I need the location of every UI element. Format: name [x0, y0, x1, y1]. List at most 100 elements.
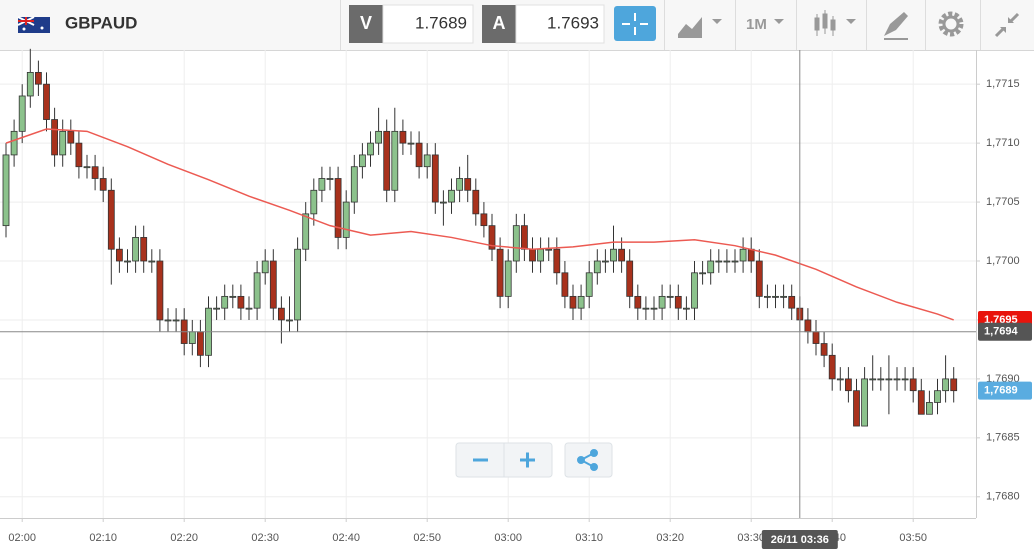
- candle-body: [399, 130, 407, 144]
- candle-body: [529, 248, 536, 262]
- timeframe[interactable]: 1M: [746, 16, 767, 33]
- candle-body: [261, 260, 269, 274]
- ask-badge[interactable]: [482, 5, 516, 43]
- chart-type-button[interactable]: [678, 17, 722, 38]
- ask-box[interactable]: [515, 4, 605, 44]
- candle-body: [569, 295, 577, 309]
- collapse-button[interactable]: [994, 12, 1020, 38]
- candle-body: [196, 331, 204, 356]
- x-tick-label: 03:20: [656, 532, 684, 544]
- candle-body: [383, 130, 391, 191]
- candle-body: [358, 154, 366, 168]
- candle-body: [26, 71, 34, 97]
- candle-body: [59, 130, 67, 156]
- y-tick-label: 1,7710: [986, 137, 1020, 149]
- candle-body: [83, 166, 91, 169]
- candle-body: [828, 354, 836, 380]
- candle-body: [845, 378, 852, 392]
- x-tick-label: 03:00: [494, 532, 522, 544]
- candle-body: [772, 295, 779, 298]
- candle-body: [448, 189, 455, 203]
- candle-body: [18, 95, 26, 132]
- candle-body: [43, 83, 50, 120]
- candle-body: [780, 295, 787, 298]
- plot-area: [0, 48, 976, 518]
- crosshair-button[interactable]: [614, 6, 656, 41]
- candle-body: [618, 248, 625, 262]
- candle-body: [812, 331, 820, 344]
- candle-body: [164, 319, 172, 322]
- candle-body: [35, 71, 42, 85]
- candle-body: [213, 307, 221, 310]
- candle-body: [172, 319, 180, 322]
- candle-body: [456, 178, 464, 191]
- x-tick-label: 03:30: [737, 532, 765, 544]
- candle-body: [691, 272, 698, 309]
- x-tick-label: 02:50: [413, 532, 441, 544]
- candle-body: [699, 272, 706, 275]
- candle-body: [310, 189, 318, 215]
- candle-body: [294, 248, 302, 321]
- candle-body: [245, 307, 253, 310]
- ask-price: 1.7693: [547, 13, 599, 32]
- candle-body: [820, 343, 828, 356]
- x-tick-label: 02:30: [251, 532, 279, 544]
- zoom-in[interactable]: [520, 452, 535, 468]
- price-label: 1,7689: [984, 385, 1018, 397]
- candle-body: [67, 130, 75, 144]
- candle-body: [950, 378, 958, 392]
- candle-body: [577, 295, 585, 309]
- candle-body: [286, 319, 293, 322]
- candle-body: [683, 307, 690, 310]
- candle-body: [723, 260, 731, 263]
- candle-body: [334, 178, 342, 238]
- candle-body: [407, 142, 415, 145]
- candle-body: [237, 295, 245, 309]
- candle-body: [731, 260, 739, 263]
- x-tick-label: 02:00: [8, 532, 36, 544]
- candle-body: [423, 154, 431, 168]
- candle-body: [140, 237, 148, 262]
- candle-body: [788, 295, 796, 309]
- crosshair-price: 1,7694: [984, 326, 1019, 338]
- candle-body: [277, 307, 285, 321]
- candle-body: [375, 130, 383, 144]
- share-button[interactable]: [564, 442, 613, 478]
- candle-body: [634, 295, 642, 309]
- bid-badge[interactable]: [349, 5, 383, 43]
- x-tick-label: 03:50: [899, 532, 927, 544]
- candle-body: [488, 225, 496, 250]
- y-tick-label: 1,7700: [986, 255, 1020, 267]
- candle-body: [107, 189, 115, 250]
- candle-body: [626, 260, 634, 297]
- settings-button[interactable]: [938, 11, 964, 37]
- candle-body: [75, 142, 83, 168]
- bid-price: 1.7689: [415, 13, 467, 32]
- crosshair-time: 26/11 03:36: [771, 534, 829, 546]
- draw-button[interactable]: [884, 12, 908, 40]
- candle-body: [901, 378, 909, 381]
- price-label-box: [978, 381, 1032, 400]
- x-tick-label: 03:10: [575, 532, 603, 544]
- candle-body: [10, 130, 18, 156]
- candle-body: [367, 142, 374, 156]
- candle-body: [666, 295, 674, 298]
- bid-box[interactable]: [382, 4, 474, 44]
- candle-body: [861, 378, 868, 427]
- candle-body: [188, 331, 196, 344]
- candle-body: [715, 260, 723, 263]
- candle-body: [496, 248, 504, 297]
- candle-style-button[interactable]: [814, 10, 856, 36]
- x-tick-label: 02:20: [170, 532, 198, 544]
- candle-body: [221, 295, 229, 309]
- candle-body: [342, 201, 350, 238]
- candle-body: [302, 213, 310, 250]
- dropdown-arrow: [774, 19, 784, 24]
- candle-body: [99, 178, 107, 191]
- candle-body: [91, 166, 99, 179]
- bid-label: V: [360, 13, 372, 33]
- candle-body: [116, 248, 123, 262]
- candle-body: [707, 260, 715, 274]
- candle-body: [926, 402, 933, 415]
